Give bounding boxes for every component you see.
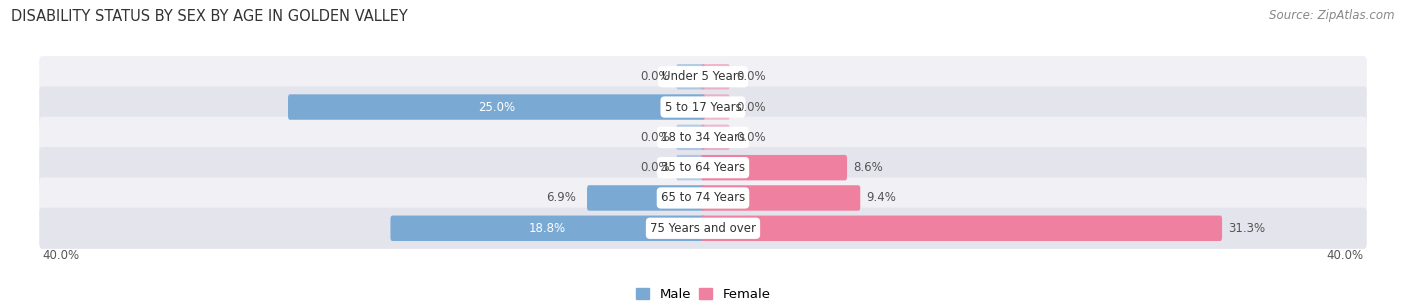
FancyBboxPatch shape	[39, 56, 1367, 97]
Text: 0.0%: 0.0%	[640, 70, 669, 83]
Text: 75 Years and over: 75 Years and over	[650, 222, 756, 235]
FancyBboxPatch shape	[702, 94, 730, 120]
Text: 0.0%: 0.0%	[640, 131, 669, 144]
FancyBboxPatch shape	[702, 216, 1222, 241]
Text: 0.0%: 0.0%	[640, 161, 669, 174]
FancyBboxPatch shape	[702, 125, 730, 150]
FancyBboxPatch shape	[676, 64, 704, 89]
FancyBboxPatch shape	[702, 64, 730, 89]
FancyBboxPatch shape	[39, 147, 1367, 188]
Text: Under 5 Years: Under 5 Years	[662, 70, 744, 83]
FancyBboxPatch shape	[288, 94, 704, 120]
FancyBboxPatch shape	[39, 177, 1367, 219]
Text: 9.4%: 9.4%	[866, 192, 897, 204]
Text: Source: ZipAtlas.com: Source: ZipAtlas.com	[1270, 9, 1395, 22]
FancyBboxPatch shape	[588, 185, 704, 211]
FancyBboxPatch shape	[39, 86, 1367, 128]
Text: 0.0%: 0.0%	[737, 70, 766, 83]
Text: 8.6%: 8.6%	[853, 161, 883, 174]
FancyBboxPatch shape	[702, 185, 860, 211]
Text: 0.0%: 0.0%	[737, 101, 766, 113]
Text: 18.8%: 18.8%	[529, 222, 567, 235]
Text: 40.0%: 40.0%	[1327, 249, 1364, 262]
Text: 40.0%: 40.0%	[42, 249, 79, 262]
FancyBboxPatch shape	[702, 155, 846, 180]
Legend: Male, Female: Male, Female	[630, 282, 776, 305]
Text: 31.3%: 31.3%	[1229, 222, 1265, 235]
FancyBboxPatch shape	[676, 125, 704, 150]
Text: DISABILITY STATUS BY SEX BY AGE IN GOLDEN VALLEY: DISABILITY STATUS BY SEX BY AGE IN GOLDE…	[11, 9, 408, 24]
Text: 65 to 74 Years: 65 to 74 Years	[661, 192, 745, 204]
Text: 35 to 64 Years: 35 to 64 Years	[661, 161, 745, 174]
Text: 5 to 17 Years: 5 to 17 Years	[665, 101, 741, 113]
Text: 18 to 34 Years: 18 to 34 Years	[661, 131, 745, 144]
FancyBboxPatch shape	[39, 208, 1367, 249]
Text: 6.9%: 6.9%	[546, 192, 576, 204]
FancyBboxPatch shape	[391, 216, 704, 241]
Text: 0.0%: 0.0%	[737, 131, 766, 144]
FancyBboxPatch shape	[676, 155, 704, 180]
FancyBboxPatch shape	[39, 117, 1367, 158]
Text: 25.0%: 25.0%	[478, 101, 515, 113]
